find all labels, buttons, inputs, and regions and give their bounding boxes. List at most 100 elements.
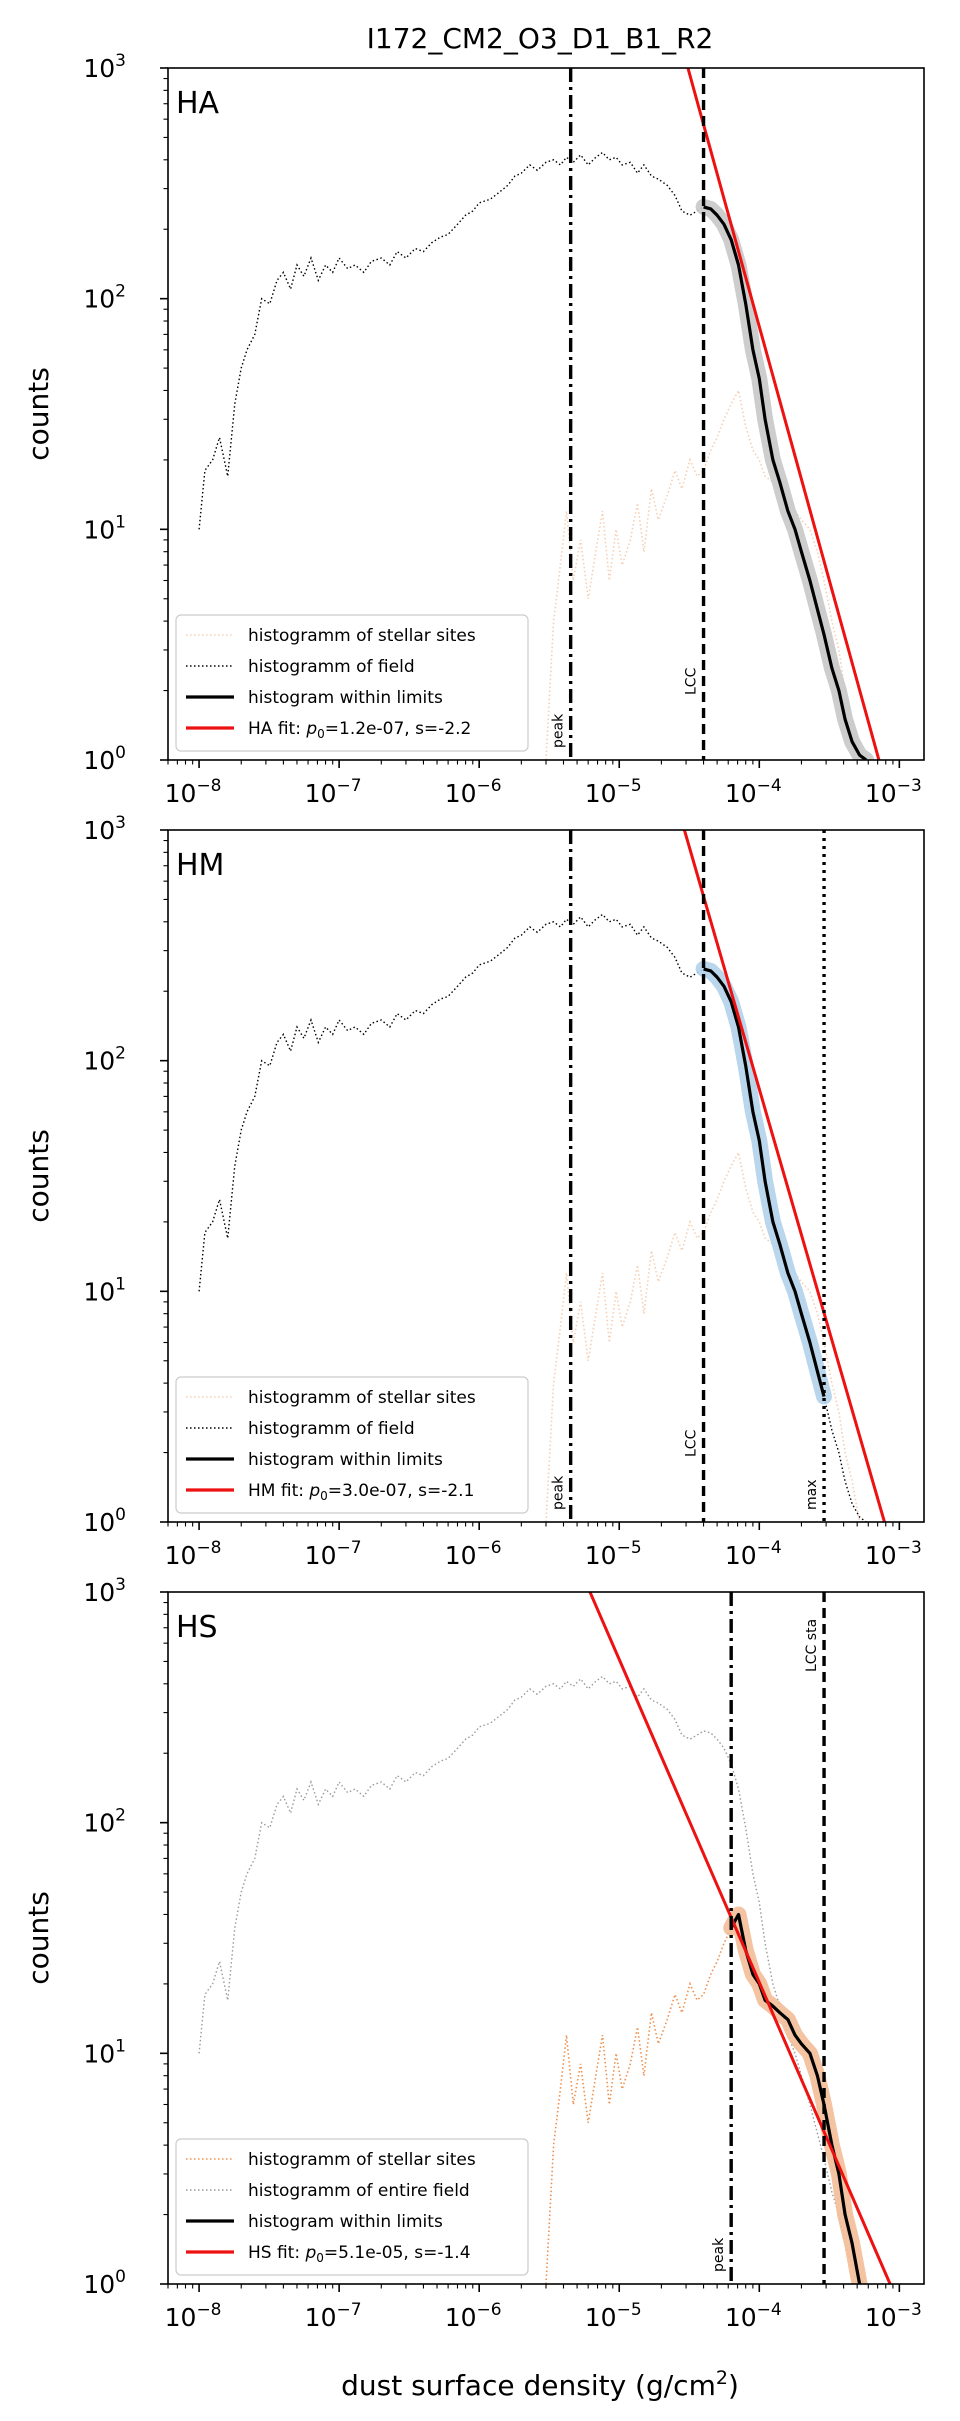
x-tick-exp-ha-1: −7 (336, 776, 361, 796)
legend-label-main-hm-0: histogramm of stellar sites (248, 1388, 476, 1408)
legend-box-ha (175, 614, 529, 752)
x-tick-base-hs-5: 10 (865, 2303, 897, 2332)
x-tick-exp-hs-4: −4 (757, 2300, 782, 2320)
limits-histogram-line-hm (703, 967, 826, 1397)
legend-label-hm-2: histogram within limits (248, 1450, 443, 1470)
x-tick-label-hm-4: 10−4 (725, 1538, 782, 1570)
x-tick-label-hm-1: 10−7 (305, 1538, 362, 1570)
y-tick-exp-hs-3: 3 (115, 1575, 126, 1595)
x-tick-base-hs-0: 10 (165, 2303, 197, 2332)
x-tick-label-ha-0: 10−8 (165, 776, 222, 808)
y-tick-base-hm-0: 10 (83, 1508, 115, 1537)
legend-label-rest-hs: =5.1e-05, s=-1.4 (324, 2243, 471, 2263)
x-axis-label-sup: 2 (716, 2367, 728, 2389)
vline-label-hm-2: max (804, 1479, 820, 1510)
legend-label-hm-1: histogramm of field (248, 1419, 415, 1439)
legend-label-main-ha-1: histogramm of field (248, 657, 415, 677)
field-histogram-line-ha (198, 151, 867, 760)
y-tick-base-hs-1: 10 (83, 2039, 115, 2068)
legend-label-ha-0: histogramm of stellar sites (248, 626, 476, 646)
legend-label-sub-hm: 0 (320, 1489, 328, 1503)
limits-histogram-line-ha (703, 205, 868, 760)
y-tick-base-hs-3: 10 (83, 1578, 115, 1607)
vline-label-hm-1: LCC (684, 1429, 700, 1457)
plot-content-hs (198, 1592, 892, 2284)
vline-label-ha-1: LCC (684, 667, 700, 695)
x-tick-exp-hm-5: −3 (897, 1538, 922, 1558)
y-tick-exp-ha-0: 0 (115, 743, 126, 763)
x-tick-label-hm-3: 10−5 (585, 1538, 642, 1570)
fit-line-hm (682, 830, 887, 1522)
legend-label-main-hm-1: histogramm of field (248, 1419, 415, 1439)
vline-label-hs-1: LCC sta (804, 1619, 820, 1672)
x-tick-exp-hs-5: −3 (897, 2300, 922, 2320)
x-tick-exp-ha-3: −5 (617, 776, 642, 796)
x-tick-exp-ha-5: −3 (897, 776, 922, 796)
y-tick-exp-ha-1: 1 (115, 512, 126, 532)
x-tick-base-hm-4: 10 (725, 1541, 757, 1570)
y-tick-label-hm-1: 101 (83, 1274, 126, 1306)
y-tick-base-hs-2: 10 (83, 1809, 115, 1838)
field-histogram-line-hm (198, 913, 867, 1522)
fit-line-ha (686, 68, 881, 760)
legend-label-math-hm: p (308, 1481, 320, 1501)
y-tick-label-hm-0: 100 (83, 1505, 126, 1537)
x-tick-base-hm-3: 10 (585, 1541, 617, 1570)
legend-label-rest-hm: =3.0e-07, s=-2.1 (328, 1481, 475, 1501)
legend-label-math-hs: p (304, 2243, 316, 2263)
x-tick-label-hm-5: 10−3 (865, 1538, 922, 1570)
x-tick-base-hm-1: 10 (305, 1541, 337, 1570)
x-tick-exp-hs-2: −6 (477, 2300, 502, 2320)
legend-label-sub-ha: 0 (317, 727, 325, 741)
x-tick-label-hs-2: 10−6 (445, 2300, 502, 2332)
legend-ha: histogramm of stellar sites histogramm of… (175, 614, 529, 752)
y-tick-exp-ha-2: 2 (115, 282, 126, 302)
vline-label-hs-0: peak (711, 2237, 727, 2272)
vline-label-hm-0: peak (551, 1475, 567, 1510)
x-tick-exp-hs-1: −7 (336, 2300, 361, 2320)
y-tick-exp-hm-1: 1 (115, 1274, 126, 1294)
y-axis-label-hm: counts (22, 1129, 55, 1223)
x-tick-exp-ha-2: −6 (477, 776, 502, 796)
y-tick-base-ha-3: 10 (83, 54, 115, 83)
y-tick-base-hm-3: 10 (83, 816, 115, 845)
x-tick-exp-hm-2: −6 (477, 1538, 502, 1558)
y-tick-exp-hs-1: 1 (115, 2036, 126, 2056)
fit-line-hs (588, 1592, 892, 2284)
legend-label-main-hs-3: HS fit: (248, 2243, 305, 2263)
y-tick-label-hs-1: 101 (83, 2036, 126, 2068)
panel-tag-hm: HM (176, 848, 224, 883)
x-tick-base-hs-2: 10 (445, 2303, 477, 2332)
x-tick-label-ha-1: 10−7 (305, 776, 362, 808)
legend-label-main-hm-2: histogram within limits (248, 1450, 443, 1470)
x-tick-exp-hs-3: −5 (617, 2300, 642, 2320)
y-tick-label-ha-1: 101 (83, 512, 126, 544)
y-tick-exp-ha-3: 3 (115, 51, 126, 71)
x-axis-label-main: dust surface density (g/cm (341, 2369, 716, 2402)
legend-label-ha-3: HA fit: p0=1.2e-07, s=-2.2 (248, 719, 471, 741)
panel-tag-ha: HA (176, 86, 220, 121)
plot-content-hm (198, 830, 887, 1522)
y-tick-label-hm-2: 102 (83, 1044, 126, 1076)
x-tick-base-ha-4: 10 (725, 779, 757, 808)
y-tick-label-hm-3: 103 (83, 813, 126, 845)
y-tick-base-ha-1: 10 (83, 515, 115, 544)
y-tick-label-ha-2: 102 (83, 282, 126, 314)
x-tick-label-hm-2: 10−6 (445, 1538, 502, 1570)
x-tick-base-hm-0: 10 (165, 1541, 197, 1570)
x-tick-base-hs-4: 10 (725, 2303, 757, 2332)
y-tick-base-ha-2: 10 (83, 285, 115, 314)
x-tick-exp-hm-1: −7 (336, 1538, 361, 1558)
x-tick-label-hs-3: 10−5 (585, 2300, 642, 2332)
x-tick-exp-hm-3: −5 (617, 1538, 642, 1558)
legend-hm: histogramm of stellar sites histogramm of… (175, 1376, 529, 1514)
x-tick-exp-hm-4: −4 (757, 1538, 782, 1558)
y-tick-base-hm-2: 10 (83, 1047, 115, 1076)
legend-box-hs (175, 2138, 529, 2276)
figure-title: I172_CM2_O3_D1_B1_R2 (367, 22, 714, 55)
legend-label-hs-0: histogramm of stellar sites (248, 2150, 476, 2170)
legend-label-main-hs-1: histogramm of entire field (248, 2181, 470, 2201)
legend-label-main-ha-3: HA fit: (248, 719, 306, 739)
